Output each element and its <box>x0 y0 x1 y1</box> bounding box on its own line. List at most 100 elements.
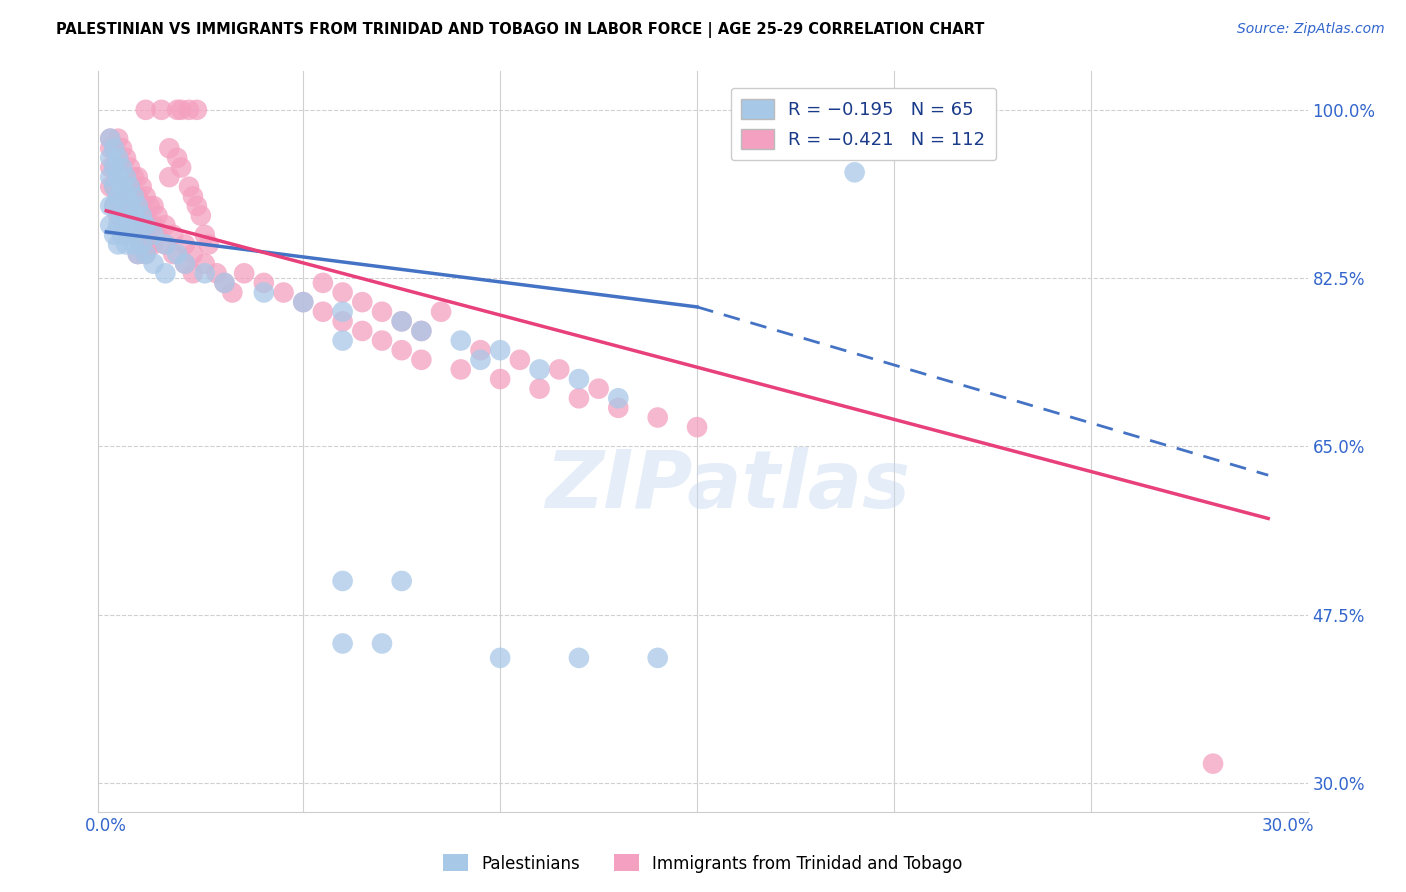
Point <box>103 161 125 175</box>
Point <box>568 372 591 386</box>
Point <box>371 636 394 650</box>
Point <box>115 189 138 203</box>
Point <box>205 266 228 280</box>
Point <box>122 209 145 223</box>
Point <box>98 151 121 165</box>
Point <box>107 218 129 232</box>
Point <box>371 334 394 348</box>
Point <box>142 237 165 252</box>
Point <box>332 314 354 328</box>
Point <box>352 324 374 338</box>
Point <box>135 218 157 232</box>
Point <box>118 227 141 242</box>
Point <box>214 276 236 290</box>
Point <box>391 343 413 358</box>
Point <box>162 247 184 261</box>
Point <box>166 103 188 117</box>
Point <box>135 209 157 223</box>
Point <box>135 103 157 117</box>
Point <box>122 189 145 203</box>
Legend: Palestinians, Immigrants from Trinidad and Tobago: Palestinians, Immigrants from Trinidad a… <box>437 847 969 880</box>
Point <box>107 131 129 145</box>
Point <box>115 218 138 232</box>
Point <box>181 189 204 203</box>
Point <box>115 237 138 252</box>
Point <box>131 237 153 252</box>
Point <box>127 189 149 203</box>
Point <box>186 103 208 117</box>
Text: PALESTINIAN VS IMMIGRANTS FROM TRINIDAD AND TOBAGO IN LABOR FORCE | AGE 25-29 CO: PALESTINIAN VS IMMIGRANTS FROM TRINIDAD … <box>56 22 984 38</box>
Point <box>332 304 354 318</box>
Point <box>391 314 413 328</box>
Point <box>470 352 492 367</box>
Point <box>131 209 153 223</box>
Point <box>489 651 512 665</box>
Point <box>155 218 177 232</box>
Point <box>122 227 145 242</box>
Text: ZIPatlas: ZIPatlas <box>544 447 910 525</box>
Point <box>127 170 149 185</box>
Point <box>588 382 610 396</box>
Point <box>103 199 125 213</box>
Point <box>312 276 335 290</box>
Point <box>135 247 157 261</box>
Point <box>127 247 149 261</box>
Point <box>607 391 630 405</box>
Point <box>686 420 709 434</box>
Point <box>111 218 134 232</box>
Point <box>450 334 472 348</box>
Point <box>391 314 413 328</box>
Point <box>103 199 125 213</box>
Point <box>411 352 433 367</box>
Point <box>197 237 219 252</box>
Point <box>107 151 129 165</box>
Point <box>98 131 121 145</box>
Point <box>138 199 160 213</box>
Point <box>98 218 121 232</box>
Point <box>157 141 180 155</box>
Point <box>115 209 138 223</box>
Point <box>166 247 188 261</box>
Point <box>127 209 149 223</box>
Point <box>111 161 134 175</box>
Point <box>118 199 141 213</box>
Point <box>115 151 138 165</box>
Point <box>131 237 153 252</box>
Point <box>844 165 866 179</box>
Point <box>111 141 134 155</box>
Point <box>194 257 217 271</box>
Point <box>107 170 129 185</box>
Point <box>190 209 212 223</box>
Point <box>150 103 173 117</box>
Legend: R = −0.195   N = 65, R = −0.421   N = 112: R = −0.195 N = 65, R = −0.421 N = 112 <box>731 87 997 161</box>
Point <box>103 179 125 194</box>
Point <box>470 343 492 358</box>
Point <box>332 285 354 300</box>
Point <box>489 343 512 358</box>
Point <box>115 189 138 203</box>
Point <box>273 285 295 300</box>
Point <box>98 179 121 194</box>
Point <box>253 276 276 290</box>
Point <box>332 636 354 650</box>
Point <box>146 227 169 242</box>
Point <box>177 103 200 117</box>
Point <box>118 199 141 213</box>
Point <box>391 574 413 588</box>
Point <box>177 179 200 194</box>
Point <box>411 324 433 338</box>
Point <box>170 161 193 175</box>
Point <box>111 179 134 194</box>
Point <box>146 209 169 223</box>
Point <box>568 391 591 405</box>
Point <box>174 257 197 271</box>
Point <box>127 218 149 232</box>
Point <box>332 334 354 348</box>
Point <box>127 199 149 213</box>
Point <box>107 189 129 203</box>
Point <box>430 304 453 318</box>
Point <box>568 651 591 665</box>
Point <box>103 227 125 242</box>
Point <box>529 362 551 376</box>
Point <box>253 285 276 300</box>
